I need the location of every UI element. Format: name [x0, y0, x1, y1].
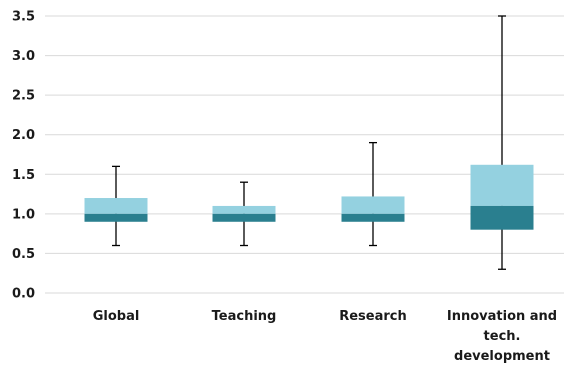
y-tick-label: 3.5: [12, 10, 35, 25]
y-tick-label: 2.0: [12, 128, 35, 143]
y-tick-label: 1.0: [12, 207, 35, 222]
y-tick-label: 0.0: [12, 287, 35, 302]
box-lower-quartile: [470, 205, 534, 230]
y-tick-label: 1.5: [12, 168, 35, 183]
box-lower-quartile: [84, 213, 148, 222]
box-upper-quartile: [212, 205, 276, 214]
box-lower-quartile: [212, 213, 276, 222]
y-tick-label: 3.0: [12, 49, 35, 64]
box-lower-quartile: [341, 213, 405, 222]
x-category-label: Innovation and: [447, 309, 557, 324]
gridlines: [45, 15, 564, 294]
box-upper-quartile: [341, 196, 405, 214]
x-axis-category-labels: Global Teaching Research Innovation and tech…: [93, 309, 557, 364]
x-category-label: Global: [93, 309, 140, 324]
x-category-label: tech.: [484, 329, 521, 344]
boxes: [84, 15, 534, 270]
box-upper-quartile: [84, 198, 148, 214]
x-category-label: Research: [339, 309, 407, 324]
y-tick-label: 0.5: [12, 247, 35, 262]
y-tick-label: 2.5: [12, 89, 35, 104]
y-axis-tick-labels: 0.0 0.5 1.0 1.5 2.0 2.5 3.0 3.5: [12, 10, 35, 302]
box-upper-quartile: [470, 164, 534, 206]
x-category-label: development: [454, 349, 550, 364]
x-category-label: Teaching: [212, 309, 277, 324]
